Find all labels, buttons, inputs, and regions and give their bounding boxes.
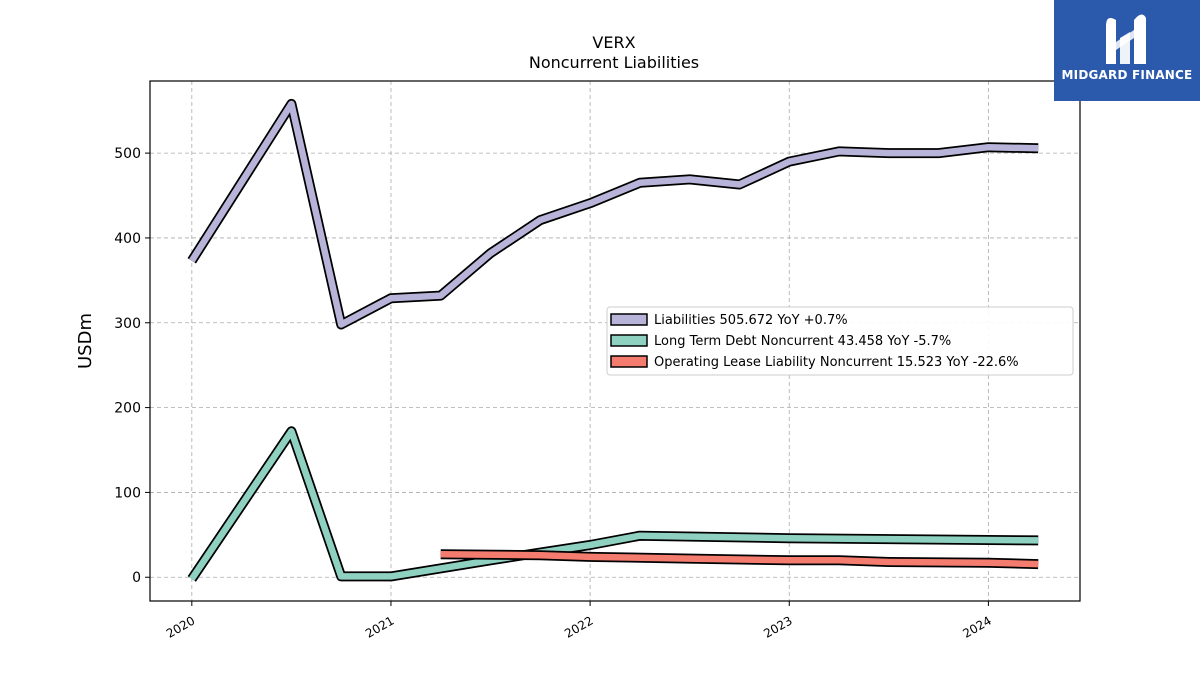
x-tick-label: 2023 <box>761 613 794 640</box>
legend-swatch <box>610 355 648 368</box>
x-tick-label: 2020 <box>164 613 197 640</box>
chart-title: VERX <box>592 33 635 52</box>
series-stroke <box>440 551 1039 568</box>
x-tick-label: 2024 <box>960 613 993 640</box>
legend-label: Long Term Debt Noncurrent 43.458 YoY -5.… <box>654 334 951 349</box>
series-line-1 <box>187 98 1039 330</box>
series-line-3 <box>440 549 1039 570</box>
mf-monogram-icon <box>1106 14 1146 65</box>
plot-frame <box>149 80 1081 602</box>
legend-item-3: Operating Lease Liability Noncurrent 15.… <box>610 355 1019 370</box>
y-tick-label: 200 <box>114 401 141 417</box>
chart-subtitle: Noncurrent Liabilities <box>529 53 699 72</box>
legend-swatch <box>610 334 648 347</box>
x-tick-label: 2022 <box>562 613 595 640</box>
legend-item-1: Liabilities 505.672 YoY +0.7% <box>610 313 848 328</box>
legend-box <box>606 306 1074 376</box>
y-tick-label: 100 <box>114 485 141 501</box>
x-tick-label: 2021 <box>363 613 396 640</box>
y-axis-label: USDm <box>75 313 96 369</box>
y-tick-label: 0 <box>132 570 141 586</box>
logo-text: MIDGARD FINANCE <box>1061 68 1193 82</box>
legend: Liabilities 505.672 YoY +0.7% Long Term D… <box>606 306 1074 376</box>
series-lines <box>187 98 1039 582</box>
y-tick-label: 300 <box>114 316 141 332</box>
midgard-finance-logo: MIDGARD FINANCE <box>1054 0 1200 101</box>
legend-label: Operating Lease Liability Noncurrent 15.… <box>654 355 1019 370</box>
series-stroke <box>189 100 1039 328</box>
legend-label: Liabilities 505.672 YoY +0.7% <box>654 313 848 328</box>
legend-swatch <box>610 313 648 326</box>
y-tick-label: 400 <box>114 231 141 247</box>
y-tick-label: 500 <box>114 146 141 162</box>
legend-item-2: Long Term Debt Noncurrent 43.458 YoY -5.… <box>610 334 951 349</box>
